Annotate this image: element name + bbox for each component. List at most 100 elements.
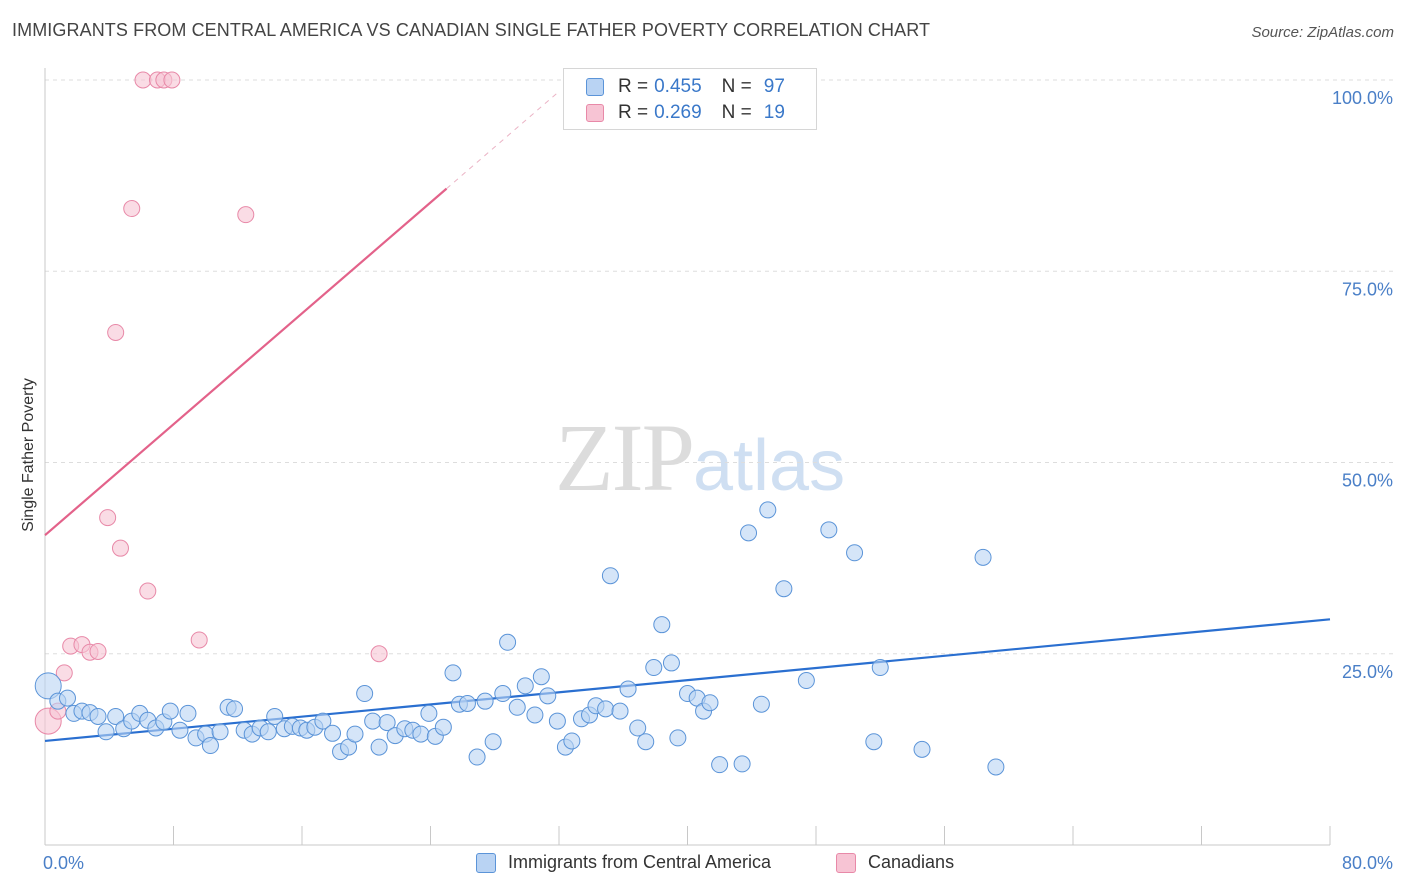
central-america-point — [201, 737, 219, 755]
canadians-point — [190, 631, 208, 649]
central-america-point — [314, 712, 332, 730]
legend-label: Immigrants from Central America — [508, 852, 772, 872]
central-america-point — [412, 725, 430, 743]
central-america-point — [669, 729, 687, 747]
watermark-atlas: atlas — [693, 426, 846, 506]
central-america-point — [740, 524, 758, 542]
central-america-point — [653, 616, 671, 634]
central-america-point — [846, 544, 864, 562]
n-value: 19 — [763, 102, 785, 123]
chart-title: IMMIGRANTS FROM CENTRAL AMERICA VS CANAD… — [12, 20, 931, 40]
legend-item-canadians: Canadians — [836, 852, 954, 873]
central-america-point — [370, 738, 388, 756]
central-america-point — [775, 580, 793, 598]
canadians-point — [134, 71, 152, 89]
central-america-point — [266, 707, 284, 725]
central-america-point — [601, 567, 619, 585]
central-america-point — [211, 723, 229, 741]
central-america-point — [484, 733, 502, 751]
legend-label: Canadians — [868, 852, 955, 872]
central-america-point — [619, 680, 637, 698]
series-legend: Immigrants from Central America Canadian… — [0, 852, 1406, 878]
central-america-point — [563, 732, 581, 750]
correlation-legend: R = 0.455 N = 97 R = 0.269 N = 19 — [563, 68, 817, 130]
legend-row-canadians: R = 0.269 N = 19 — [586, 101, 785, 125]
central-america-point — [645, 659, 663, 677]
canadians-point — [89, 642, 107, 660]
canadians-point — [163, 71, 181, 89]
canadians-point — [111, 539, 129, 557]
central-america-point — [526, 706, 544, 724]
y-tick-label: 25.0% — [1342, 662, 1393, 682]
canadians-point — [123, 200, 141, 218]
central-america-point — [468, 748, 486, 766]
central-america-point — [58, 689, 76, 707]
canadians-point — [55, 664, 73, 682]
central-america-point — [662, 654, 680, 672]
central-america-point — [420, 704, 438, 722]
central-america-point — [161, 702, 179, 720]
watermark-zip: ZIP — [555, 404, 695, 511]
x-tick-label: 80.0% — [1342, 853, 1393, 873]
legend-row-central-america: R = 0.455 N = 97 — [586, 75, 785, 99]
canadians-point — [107, 323, 125, 341]
central-america-point — [458, 694, 476, 712]
central-america-point — [987, 758, 1005, 776]
watermark: ZIPatlas — [555, 402, 845, 513]
blue-swatch-icon — [586, 78, 604, 96]
n-value: 97 — [763, 76, 785, 97]
central-america-point — [378, 714, 396, 732]
central-america-point — [637, 733, 655, 751]
central-america-point — [759, 501, 777, 519]
r-label: R = — [618, 102, 649, 123]
y-tick-label: 75.0% — [1342, 279, 1393, 299]
central-america-point — [548, 712, 566, 730]
central-america-point — [532, 668, 550, 686]
r-value: 0.269 — [654, 102, 702, 123]
central-america-point — [97, 723, 115, 741]
central-america-point — [179, 704, 197, 722]
central-america-point — [797, 672, 815, 690]
central-america-point — [226, 700, 244, 718]
central-america-point — [346, 725, 364, 743]
central-america-point — [356, 685, 374, 703]
pink-swatch-icon — [836, 852, 856, 873]
central-america-point — [629, 719, 647, 737]
central-america-point — [259, 723, 277, 741]
trend-lines — [44, 91, 1331, 743]
n-label: N = — [721, 102, 752, 123]
central-america-point — [871, 659, 889, 677]
central-america-point — [476, 692, 494, 710]
central-america-point — [107, 707, 125, 725]
canadians-trend-line — [44, 187, 448, 537]
central-america-point — [89, 707, 107, 725]
central-america-point — [597, 700, 615, 718]
central-america-point — [733, 755, 751, 773]
tick-labels: 25.0% 50.0% 75.0% 100.0% 0.0% 80.0% — [43, 88, 1393, 873]
central-america-point — [865, 733, 883, 751]
central-america-point — [324, 724, 342, 742]
y-tick-label: 100.0% — [1332, 88, 1393, 108]
central-america-point — [711, 756, 729, 774]
n-label: N = — [721, 76, 752, 97]
x-tick-label: 0.0% — [43, 853, 84, 873]
data-points — [34, 71, 1005, 776]
central-america-point — [171, 721, 189, 739]
canadians-point — [237, 206, 255, 224]
canadians-point — [99, 509, 117, 527]
central-america-trend-line — [44, 618, 1331, 743]
gridlines — [45, 79, 1395, 655]
central-america-point — [494, 685, 512, 703]
blue-swatch-icon — [476, 852, 496, 873]
r-label: R = — [618, 76, 649, 97]
central-america-point — [499, 633, 517, 651]
y-tick-label: 50.0% — [1342, 471, 1393, 491]
r-value: 0.455 — [654, 76, 702, 97]
canadians-point — [370, 645, 388, 663]
legend-item-central-america: Immigrants from Central America — [476, 852, 771, 873]
source-label: Source: ZipAtlas.com — [1251, 24, 1394, 41]
central-america-point — [539, 687, 557, 705]
central-america-point — [913, 740, 931, 758]
central-america-point — [820, 521, 838, 539]
